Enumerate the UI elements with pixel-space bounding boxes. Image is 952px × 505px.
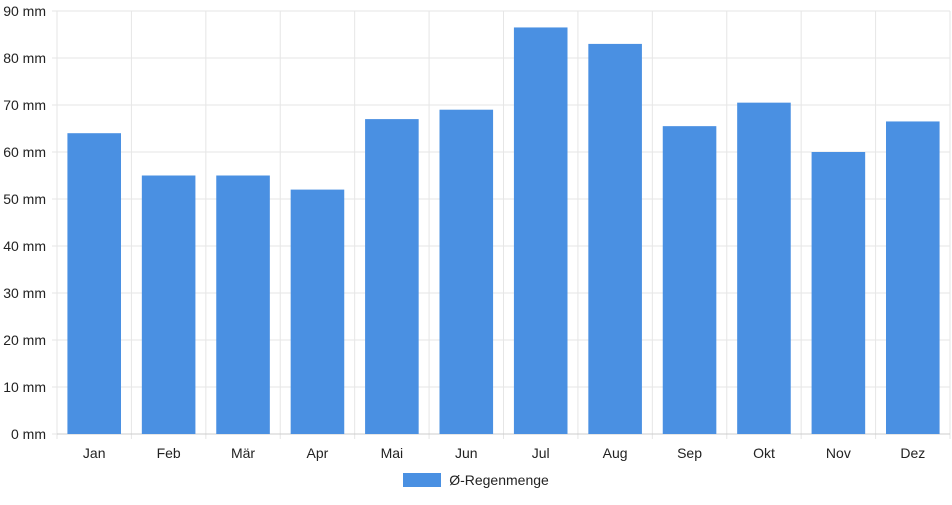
y-tick-label: 50 mm xyxy=(3,191,46,207)
x-axis-ticks: Jan Feb Mär Apr Mai Jun Jul Aug Sep Okt Nov Dez xyxy=(83,445,925,461)
x-tick-label: Jul xyxy=(532,445,550,461)
bar xyxy=(662,126,717,435)
legend-label: Ø-Regenmenge xyxy=(449,472,549,488)
bar-layer xyxy=(67,27,940,435)
bar xyxy=(439,109,494,434)
x-tick-label: Jan xyxy=(83,445,106,461)
bar xyxy=(588,43,642,435)
y-tick-label: 60 mm xyxy=(3,144,46,160)
bar xyxy=(737,102,791,435)
bar xyxy=(216,175,270,434)
bar xyxy=(811,152,866,434)
y-tick-label: 40 mm xyxy=(3,238,46,254)
grid-layer xyxy=(52,10,951,439)
bar xyxy=(886,121,940,434)
y-tick-label: 10 mm xyxy=(3,379,46,395)
y-tick-label: 30 mm xyxy=(3,285,46,301)
y-tick-label: 0 mm xyxy=(11,426,46,442)
x-tick-label: Mär xyxy=(231,445,255,461)
y-tick-label: 80 mm xyxy=(3,50,46,66)
x-tick-label: Sep xyxy=(677,445,702,461)
bar xyxy=(141,175,196,434)
legend-swatch xyxy=(403,473,442,487)
x-tick-label: Dez xyxy=(900,445,925,461)
y-tick-label: 90 mm xyxy=(3,3,46,19)
bar xyxy=(365,119,419,434)
bar xyxy=(513,27,568,434)
x-tick-label: Apr xyxy=(307,445,329,461)
x-tick-label: Feb xyxy=(157,445,181,461)
x-tick-label: Nov xyxy=(826,445,851,461)
y-axis-ticks: 0 mm 10 mm 20 mm 30 mm 40 mm 50 mm 60 mm 70 mm 8… xyxy=(3,3,46,442)
x-tick-label: Aug xyxy=(603,445,628,461)
x-tick-label: Mai xyxy=(381,445,404,461)
y-tick-label: 20 mm xyxy=(3,332,46,348)
x-tick-label: Jun xyxy=(455,445,478,461)
bar xyxy=(67,133,121,434)
y-tick-label: 70 mm xyxy=(3,97,46,113)
bar xyxy=(290,189,345,434)
legend: Ø-Regenmenge xyxy=(0,472,952,488)
x-tick-label: Okt xyxy=(753,445,775,461)
